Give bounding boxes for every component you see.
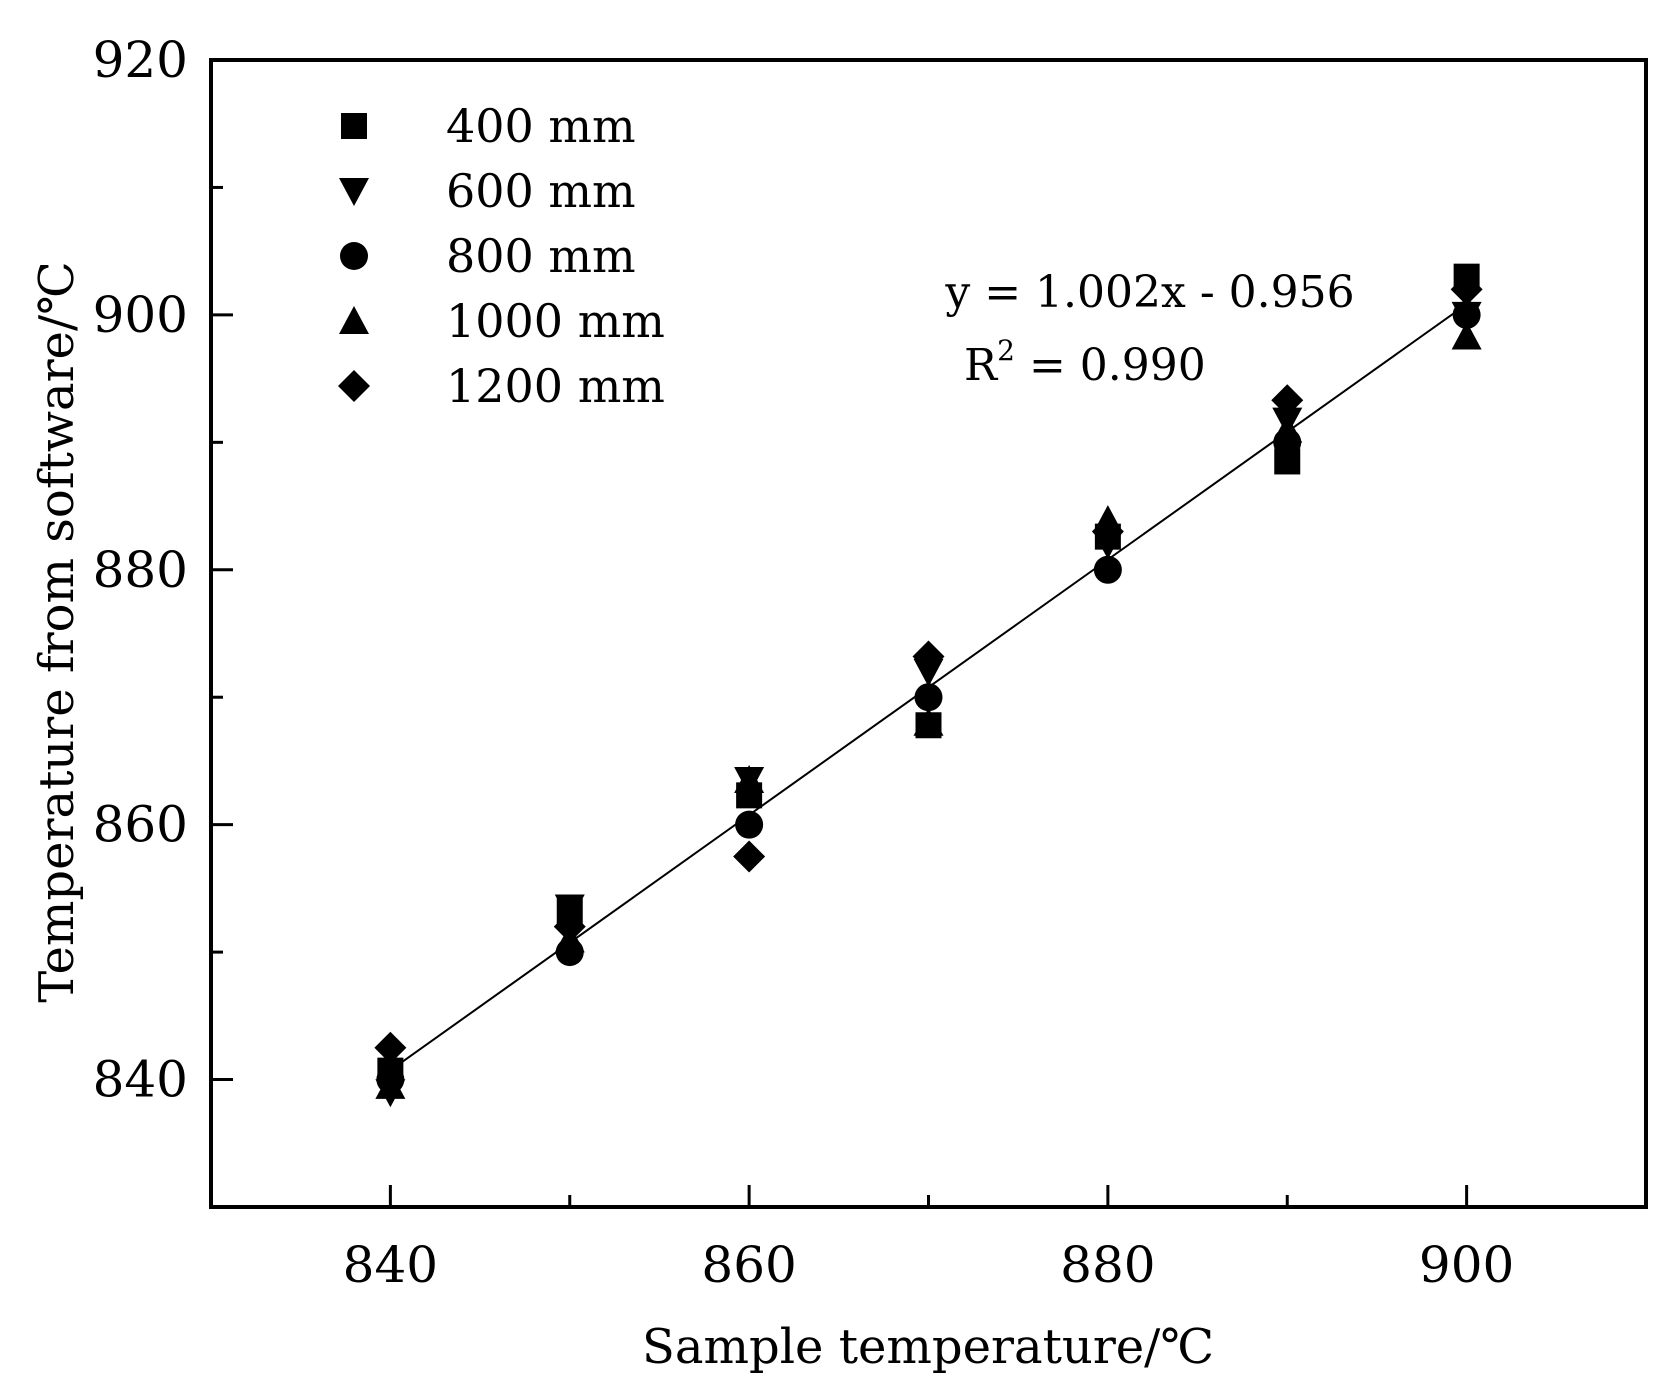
legend-label: 800 mm [446,229,636,283]
legend-item: 600 mm [339,164,636,218]
fit-equation: y = 1.002x - 0.956 [944,267,1354,318]
legend-label: 1200 mm [446,359,665,413]
data-point [375,1070,406,1099]
data-point [554,894,585,923]
data-point [1272,414,1303,443]
series-1200-mm [374,273,1483,1064]
y-tick-label: 920 [93,31,188,89]
axis-tick-labels: 840 860 880 900 840 860 880 900 920 [93,31,1515,1294]
legend-marker [341,113,367,139]
data-point [1450,273,1483,306]
fit-r-squared: R2 = 0.990 [964,334,1206,391]
data-point [733,840,766,873]
y-tick-label: 840 [93,1051,188,1109]
data-point [913,658,944,687]
legend-marker [338,370,370,402]
legend-marker [340,242,368,270]
legend-marker [339,178,369,206]
data-point [1452,300,1481,329]
data-point [1451,321,1482,350]
legend-label: 600 mm [446,164,636,218]
data-points [374,263,1483,1108]
data-point [1093,555,1122,584]
x-tick-label: 900 [1419,1236,1514,1294]
legend-item: 1200 mm [338,359,665,413]
data-point [553,910,586,943]
data-point [1271,384,1304,417]
legend-label: 400 mm [446,99,636,153]
legend-label: 1000 mm [446,294,665,348]
y-tick-label: 900 [93,286,188,344]
legend-item: 400 mm [341,99,636,153]
r2-value: = 0.990 [1015,340,1206,391]
legend-marker [339,306,369,334]
y-tick-label: 880 [93,541,188,599]
legend-item: 1000 mm [339,294,665,348]
x-tick-label: 880 [1060,1236,1155,1294]
data-point [374,1031,407,1064]
legend: 400 mm 600 mm 800 mm 1000 mm 1200 mm [338,99,665,413]
x-axis-title: Sample temperature/℃ [642,1319,1214,1375]
data-point [735,810,764,839]
data-point [913,707,944,736]
data-point [914,683,943,712]
axis-ticks [211,58,1469,1207]
x-tick-label: 840 [343,1236,438,1294]
r2-superscript: 2 [997,334,1015,367]
x-tick-label: 860 [701,1236,796,1294]
y-axis-title: Temperature from software/℃ [29,261,85,1003]
data-point [734,765,765,794]
r2-label: R [964,340,999,391]
data-point [912,640,945,673]
y-tick-label: 860 [93,796,188,854]
legend-item: 800 mm [340,229,636,283]
data-point [1091,515,1124,548]
